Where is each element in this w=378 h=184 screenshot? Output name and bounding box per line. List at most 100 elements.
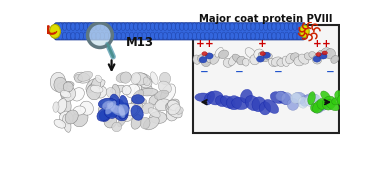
Ellipse shape bbox=[264, 53, 272, 59]
Ellipse shape bbox=[118, 105, 129, 115]
Ellipse shape bbox=[255, 32, 259, 40]
FancyBboxPatch shape bbox=[54, 23, 305, 40]
Ellipse shape bbox=[90, 85, 103, 93]
Ellipse shape bbox=[124, 103, 138, 115]
Ellipse shape bbox=[108, 32, 113, 40]
Ellipse shape bbox=[184, 32, 188, 40]
Ellipse shape bbox=[167, 99, 179, 110]
Ellipse shape bbox=[63, 115, 71, 132]
Ellipse shape bbox=[240, 89, 252, 103]
Ellipse shape bbox=[79, 23, 84, 31]
Ellipse shape bbox=[101, 109, 113, 123]
Ellipse shape bbox=[110, 101, 129, 111]
Ellipse shape bbox=[259, 32, 263, 40]
Ellipse shape bbox=[312, 55, 322, 64]
Ellipse shape bbox=[171, 32, 176, 40]
Ellipse shape bbox=[268, 32, 272, 40]
Ellipse shape bbox=[88, 79, 105, 91]
Ellipse shape bbox=[131, 115, 142, 129]
Ellipse shape bbox=[287, 98, 299, 110]
Ellipse shape bbox=[322, 51, 327, 55]
Ellipse shape bbox=[117, 23, 121, 31]
Ellipse shape bbox=[57, 99, 67, 113]
Ellipse shape bbox=[293, 23, 297, 31]
Ellipse shape bbox=[213, 32, 217, 40]
Ellipse shape bbox=[88, 32, 92, 40]
Ellipse shape bbox=[167, 23, 172, 31]
Ellipse shape bbox=[158, 81, 172, 93]
Ellipse shape bbox=[335, 91, 344, 102]
Ellipse shape bbox=[140, 78, 152, 88]
Ellipse shape bbox=[204, 92, 215, 105]
Ellipse shape bbox=[74, 74, 82, 83]
Ellipse shape bbox=[110, 105, 125, 116]
Ellipse shape bbox=[276, 91, 291, 105]
Ellipse shape bbox=[71, 88, 84, 101]
Ellipse shape bbox=[284, 32, 289, 40]
Ellipse shape bbox=[63, 82, 73, 92]
Ellipse shape bbox=[108, 105, 121, 119]
Ellipse shape bbox=[245, 48, 255, 58]
Ellipse shape bbox=[206, 54, 214, 63]
Text: +: + bbox=[313, 39, 321, 49]
Ellipse shape bbox=[230, 32, 234, 40]
Ellipse shape bbox=[54, 119, 66, 128]
Ellipse shape bbox=[230, 23, 234, 31]
Ellipse shape bbox=[232, 97, 249, 109]
Ellipse shape bbox=[149, 96, 158, 105]
Ellipse shape bbox=[96, 86, 107, 98]
Ellipse shape bbox=[268, 58, 277, 67]
Ellipse shape bbox=[67, 23, 71, 31]
Ellipse shape bbox=[277, 58, 286, 66]
Ellipse shape bbox=[300, 95, 310, 106]
Ellipse shape bbox=[251, 23, 255, 31]
Ellipse shape bbox=[201, 23, 205, 31]
Ellipse shape bbox=[131, 99, 143, 109]
Ellipse shape bbox=[84, 23, 88, 31]
Ellipse shape bbox=[113, 23, 117, 31]
Ellipse shape bbox=[126, 84, 140, 98]
FancyBboxPatch shape bbox=[193, 25, 339, 133]
Ellipse shape bbox=[220, 96, 235, 108]
Ellipse shape bbox=[254, 49, 264, 59]
Ellipse shape bbox=[202, 52, 207, 56]
Ellipse shape bbox=[247, 32, 251, 40]
Text: +: + bbox=[205, 39, 214, 49]
Ellipse shape bbox=[205, 23, 209, 31]
Ellipse shape bbox=[125, 32, 130, 40]
Ellipse shape bbox=[305, 96, 315, 106]
Ellipse shape bbox=[332, 98, 340, 105]
Ellipse shape bbox=[134, 82, 147, 95]
Text: −: − bbox=[274, 66, 283, 76]
Ellipse shape bbox=[180, 23, 184, 31]
Ellipse shape bbox=[108, 100, 124, 117]
Ellipse shape bbox=[226, 96, 242, 110]
Ellipse shape bbox=[71, 32, 75, 40]
Ellipse shape bbox=[98, 98, 117, 109]
Ellipse shape bbox=[134, 23, 138, 31]
Ellipse shape bbox=[294, 56, 304, 66]
Ellipse shape bbox=[331, 55, 339, 63]
Ellipse shape bbox=[99, 111, 110, 121]
Ellipse shape bbox=[75, 32, 79, 40]
Ellipse shape bbox=[259, 102, 271, 115]
Ellipse shape bbox=[313, 56, 321, 62]
Ellipse shape bbox=[250, 54, 260, 65]
Ellipse shape bbox=[91, 78, 101, 92]
Ellipse shape bbox=[192, 32, 197, 40]
Ellipse shape bbox=[54, 77, 67, 93]
Ellipse shape bbox=[78, 71, 93, 81]
Ellipse shape bbox=[155, 23, 159, 31]
Ellipse shape bbox=[247, 23, 251, 31]
Ellipse shape bbox=[286, 53, 295, 64]
Ellipse shape bbox=[210, 54, 219, 64]
Ellipse shape bbox=[337, 95, 349, 106]
Ellipse shape bbox=[291, 93, 301, 103]
Ellipse shape bbox=[166, 103, 182, 118]
Ellipse shape bbox=[282, 56, 290, 67]
Ellipse shape bbox=[119, 95, 128, 112]
Ellipse shape bbox=[218, 50, 229, 59]
Ellipse shape bbox=[168, 104, 180, 115]
Ellipse shape bbox=[317, 50, 326, 59]
Ellipse shape bbox=[226, 32, 230, 40]
